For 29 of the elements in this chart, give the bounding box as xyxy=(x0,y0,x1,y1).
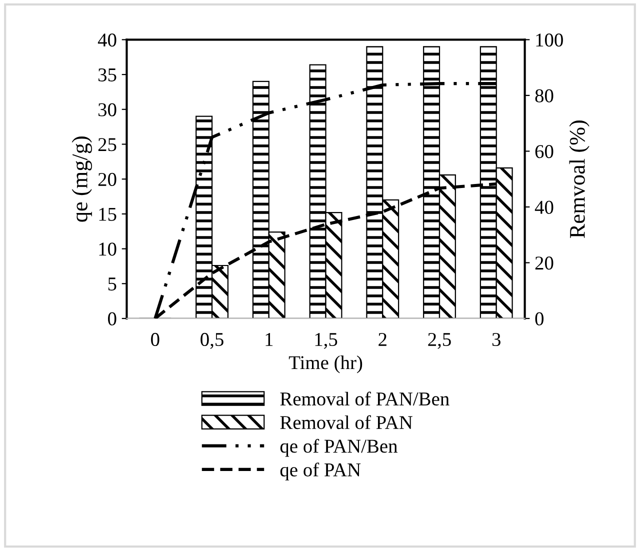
y2-tick-label: 0 xyxy=(535,312,544,326)
legend-label: qe of PAN xyxy=(280,462,361,480)
legend-label: qe of PAN/Ben xyxy=(280,438,398,457)
x-axis-title: Time (hr) xyxy=(288,356,362,374)
y-tick-label: 20 xyxy=(98,172,116,186)
x-tick-label: 2 xyxy=(378,332,386,346)
x-tick-label: 1,5 xyxy=(315,333,338,349)
y-axis-title: qe (mg/g) xyxy=(72,136,92,222)
y-tick-label: 10 xyxy=(99,242,116,256)
y-tick-label: 0 xyxy=(108,312,116,326)
y2-tick-label: 100 xyxy=(536,33,563,47)
y-tick-label: 5 xyxy=(108,278,116,291)
x-tick-label: 1 xyxy=(266,333,273,346)
x-tick-label: 0,5 xyxy=(200,332,224,349)
x-tick-label: 2,5 xyxy=(428,332,451,349)
y2-tick-label: 20 xyxy=(535,256,554,270)
y2-axis-title: Remvoal (%) xyxy=(569,120,590,238)
y2-tick-label: 60 xyxy=(535,145,554,158)
y-tick-label: 25 xyxy=(98,138,116,152)
legend-label: Removal of PAN xyxy=(280,415,412,430)
y-tick-label: 15 xyxy=(99,208,116,221)
y-tick-label: 40 xyxy=(98,33,116,47)
legend-label: Removal of PAN/Ben xyxy=(280,392,450,406)
y2-tick-label: 40 xyxy=(534,200,554,214)
y2-tick-label: 80 xyxy=(535,89,554,102)
x-tick-label: 0 xyxy=(151,332,160,346)
y-tick-label: 30 xyxy=(98,103,116,116)
x-tick-label: 3 xyxy=(492,332,500,346)
y-tick-label: 35 xyxy=(98,68,116,82)
